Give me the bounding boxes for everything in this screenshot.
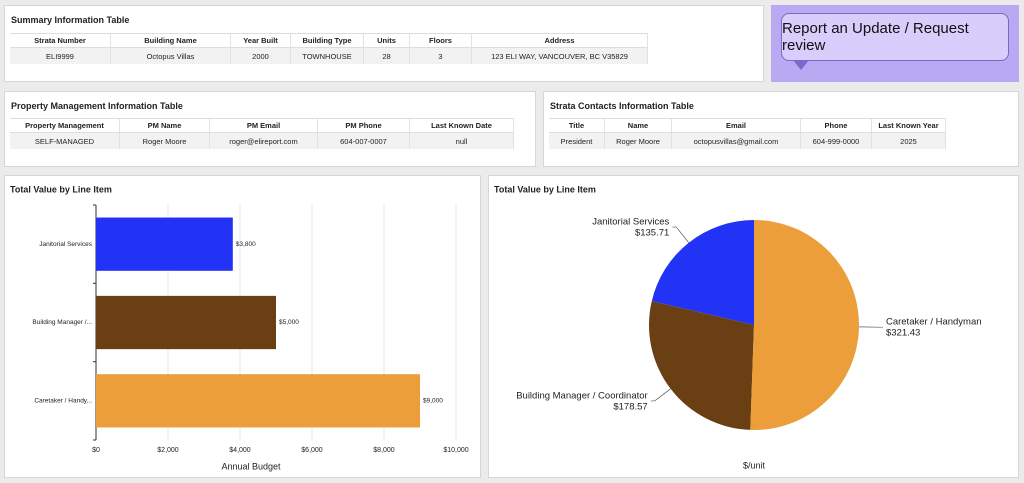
column-header: Phone	[801, 118, 872, 133]
column-header: Last Known Date	[410, 118, 514, 133]
table-cell: 2000	[231, 48, 291, 64]
table-cell: TOWNHOUSE	[291, 48, 364, 64]
column-header: PM Phone	[318, 118, 410, 133]
slice-value: $321.43	[886, 328, 920, 339]
column-header: Building Name	[111, 33, 231, 48]
leader-line	[672, 226, 690, 243]
table-cell: Roger Moore	[120, 133, 210, 149]
table-cell: 2025	[872, 133, 946, 149]
pie-slice	[750, 220, 859, 430]
column-header: Year Built	[231, 33, 291, 48]
chart-title: Total Value by Line Item	[10, 184, 112, 194]
table-cell: President	[549, 133, 605, 149]
x-tick-label: $2,000	[157, 447, 179, 454]
y-tick-label: Building Manager /...	[32, 319, 92, 326]
table-cell: SELF-MANAGED	[10, 133, 120, 149]
table-cell: Roger Moore	[605, 133, 672, 149]
column-header: Units	[364, 33, 410, 48]
button-panel: Report an Update / Request review	[771, 5, 1019, 82]
slice-label: Janitorial Services	[592, 217, 669, 228]
column-header: Building Type	[291, 33, 364, 48]
slice-value: $135.71	[635, 228, 669, 239]
value-label: $3,800	[236, 241, 256, 248]
panel-title: Summary Information Table	[11, 15, 130, 25]
column-header: Title	[549, 118, 605, 133]
column-header: Strata Number	[10, 33, 111, 48]
pie-slice	[649, 301, 754, 430]
bar	[96, 374, 420, 428]
column-header: Name	[605, 118, 672, 133]
bubble-tail	[793, 60, 809, 70]
column-header: Property Management	[10, 118, 120, 133]
y-tick-label: Caretaker / Handy...	[34, 398, 92, 405]
x-axis-label: $/unit	[743, 460, 766, 470]
table-cell: 28	[364, 48, 410, 64]
table-cell: 3	[410, 48, 472, 64]
table-cell: octopusvillas@gmail.com	[672, 133, 801, 149]
y-tick-label: Janitorial Services	[39, 241, 92, 248]
column-header: Last Known Year	[872, 118, 946, 133]
x-tick-label: $8,000	[373, 447, 395, 454]
value-label: $9,000	[423, 398, 443, 405]
panel-title: Strata Contacts Information Table	[550, 101, 694, 111]
x-tick-label: $10,000	[443, 447, 468, 454]
column-header: PM Email	[210, 118, 318, 133]
table-cell: roger@elireport.com	[210, 133, 318, 149]
x-axis-label: Annual Budget	[221, 461, 281, 471]
x-tick-label: $4,000	[229, 447, 251, 454]
slice-label: Caretaker / Handyman	[886, 317, 982, 328]
table-cell: 604-007-0007	[318, 133, 410, 149]
panel-title: Property Management Information Table	[11, 101, 183, 111]
pie-slice	[651, 220, 754, 325]
column-header: PM Name	[120, 118, 210, 133]
table-cell: 604-999-0000	[801, 133, 872, 149]
x-tick-label: $0	[92, 447, 100, 454]
bar	[96, 217, 233, 271]
bar	[96, 295, 276, 350]
x-tick-label: $6,000	[301, 447, 323, 454]
column-header: Floors	[410, 33, 472, 48]
report-button[interactable]: Report an Update / Request review	[781, 13, 1009, 61]
column-header: Email	[672, 118, 801, 133]
table-cell: ELI9999	[10, 48, 111, 64]
column-header: Address	[472, 33, 648, 48]
leader-line	[650, 388, 671, 402]
slice-label: Building Manager / Coordinator	[516, 390, 648, 401]
table-cell: 123 ELI WAY, VANCOUVER, BC V35829	[472, 48, 648, 64]
table-cell: Octopus Villas	[111, 48, 231, 64]
slice-value: $178.57	[613, 401, 647, 412]
table-cell: null	[410, 133, 514, 149]
chart-title: Total Value by Line Item	[494, 184, 596, 194]
value-label: $5,000	[279, 319, 299, 326]
